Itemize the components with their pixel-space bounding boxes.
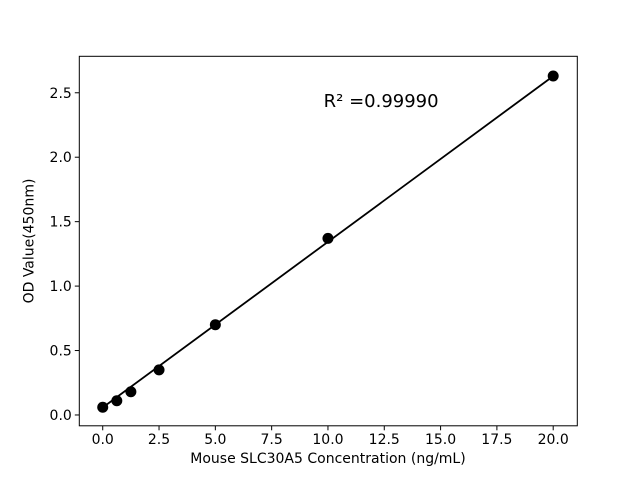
y-tick-label: 2.5 bbox=[50, 86, 72, 102]
x-tick-label: 0.0 bbox=[92, 432, 114, 448]
x-tick-label: 5.0 bbox=[204, 432, 226, 448]
y-axis-title: OD Value(450nm) bbox=[21, 178, 38, 304]
x-tick-label: 7.5 bbox=[261, 432, 283, 448]
y-tick-label: 2.0 bbox=[50, 150, 72, 166]
y-tick-label: 1.0 bbox=[50, 279, 72, 295]
data-point bbox=[97, 401, 109, 413]
data-point bbox=[209, 319, 221, 331]
x-tick-label: 17.5 bbox=[481, 432, 512, 448]
x-axis-title: Mouse SLC30A5 Concentration (ng/mL) bbox=[190, 451, 466, 467]
y-tick-label: 0.5 bbox=[50, 344, 72, 360]
x-tick-label: 20.0 bbox=[538, 432, 569, 448]
data-point bbox=[153, 364, 165, 376]
data-point bbox=[547, 70, 559, 82]
x-tick-label: 2.5 bbox=[148, 432, 170, 448]
data-point bbox=[322, 232, 334, 244]
x-tick-label: 10.0 bbox=[312, 432, 343, 448]
x-tick-label: 12.5 bbox=[369, 432, 400, 448]
data-point bbox=[125, 386, 137, 398]
y-tick-label: 1.5 bbox=[50, 215, 72, 231]
x-tick-label: 15.0 bbox=[425, 432, 456, 448]
r-squared-annotation: R² =0.99990 bbox=[323, 91, 439, 113]
y-tick-label: 0.0 bbox=[50, 408, 72, 424]
data-point bbox=[111, 395, 123, 407]
